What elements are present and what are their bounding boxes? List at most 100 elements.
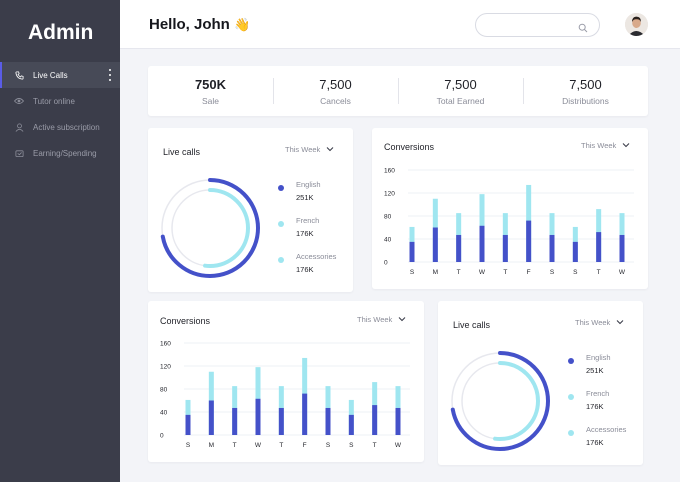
x-tick-label: S <box>550 269 555 276</box>
card-title: Conversions <box>160 316 211 326</box>
x-tick-label: S <box>326 442 331 449</box>
bar-dark <box>549 234 555 262</box>
legend-value: 251K <box>296 193 314 202</box>
sidebar-nav: Live Calls Tutor online Active subscript… <box>0 62 120 166</box>
stat-label: Distributions <box>562 95 609 106</box>
live-calls-ring <box>160 178 260 278</box>
period-dropdown[interactable]: This Week <box>575 318 624 327</box>
bar-dark <box>619 234 625 262</box>
legend-dot <box>278 221 284 227</box>
ring-segment-english <box>450 351 550 451</box>
y-tick-label: 120 <box>384 191 395 198</box>
chevron-down-icon <box>398 315 406 324</box>
wallet-icon <box>14 148 24 158</box>
y-tick-label: 80 <box>160 387 168 394</box>
chevron-down-icon <box>622 141 630 150</box>
x-tick-label: W <box>395 442 402 449</box>
sidebar-item-live-calls[interactable]: Live Calls <box>0 62 120 88</box>
avatar[interactable] <box>625 13 648 36</box>
stat-value: 750K <box>194 76 227 92</box>
x-tick-label: T <box>373 442 377 449</box>
bar-dark <box>502 234 508 262</box>
chevron-down-icon <box>616 318 624 327</box>
period-label: This Week <box>357 315 393 324</box>
search-icon <box>578 20 588 38</box>
ring-segment-french <box>460 361 540 441</box>
x-tick-label: S <box>349 442 354 449</box>
period-dropdown[interactable]: This Week <box>357 315 406 324</box>
stat-cancels: 7,500 Cancels <box>273 66 398 116</box>
top-header: Hello, John 👋 <box>120 0 680 49</box>
legend-value: 251K <box>586 366 604 375</box>
stat-value: 7,500 <box>444 76 477 92</box>
stat-distributions: 7,500 Distributions <box>523 66 648 116</box>
legend-name: Accessories <box>586 425 627 434</box>
conversions-chart: 0 40 80 120 160 S M T W T F S S T W <box>160 341 410 449</box>
y-tick-label: 0 <box>160 433 164 440</box>
ring-segment-english <box>160 178 260 278</box>
x-tick-label: W <box>255 442 262 449</box>
legend-dot <box>568 430 574 436</box>
eye-icon <box>14 96 24 106</box>
sidebar-item-label: Tutor online <box>33 96 75 106</box>
brand-title: Admin <box>28 21 94 44</box>
period-dropdown[interactable]: This Week <box>285 145 334 154</box>
stat-value: 7,500 <box>569 76 602 92</box>
x-tick-label: T <box>503 269 507 276</box>
bar-dark <box>456 234 462 262</box>
x-tick-label: T <box>457 269 461 276</box>
stat-sale: 750K Sale <box>148 66 273 116</box>
legend-dot <box>568 358 574 364</box>
stats-bar: 750K Sale 7,500 Cancels 7,500 Total Earn… <box>148 66 648 116</box>
sidebar-item-tutor-online[interactable]: Tutor online <box>0 88 120 114</box>
y-tick-label: 40 <box>160 410 168 417</box>
x-tick-label: S <box>573 269 578 276</box>
live-calls-card: Live calls This Week English 251K French… <box>148 128 353 292</box>
sidebar-item-label: Active subscription <box>33 122 100 132</box>
stat-total-earned: 7,500 Total Earned <box>398 66 523 116</box>
greeting-text: Hello, John <box>149 16 230 33</box>
bar-dark <box>479 225 485 262</box>
legend-name: English <box>296 180 321 189</box>
bar-dark <box>372 405 378 435</box>
stat-label: Total Earned <box>436 95 485 106</box>
legend-value: 176K <box>296 229 314 238</box>
legend-name: French <box>296 216 320 225</box>
bar-dark <box>208 400 214 435</box>
x-tick-label: T <box>279 442 283 449</box>
period-label: This Week <box>575 318 611 327</box>
conversions-card: Conversions This Week 0 40 80 120 160 S M T W T F S… <box>372 128 648 289</box>
legend-value: 176K <box>586 438 604 447</box>
bar-dark <box>432 227 438 262</box>
bar-dark <box>572 241 578 262</box>
legend-dot <box>568 394 574 400</box>
y-tick-label: 0 <box>384 260 388 267</box>
live-calls-ring <box>450 351 550 451</box>
bar-dark <box>325 407 331 435</box>
sidebar-item-active-subscription[interactable]: Active subscription <box>0 114 120 140</box>
legend-value: 176K <box>296 265 314 274</box>
phone-icon <box>14 70 24 80</box>
x-tick-label: S <box>410 269 415 276</box>
stat-value: 7,500 <box>319 76 352 92</box>
user-icon <box>14 122 24 132</box>
sidebar-item-earning-spending[interactable]: Earning/Spending <box>0 140 120 166</box>
x-tick-label: F <box>527 269 531 276</box>
chevron-down-icon <box>326 145 334 154</box>
legend-name: French <box>586 389 610 398</box>
y-tick-label: 120 <box>160 364 171 371</box>
bar-dark <box>409 241 415 262</box>
page-title: Hello, John 👋 <box>149 16 250 33</box>
bar-dark <box>596 232 602 262</box>
period-dropdown[interactable]: This Week <box>581 141 630 150</box>
bar-dark <box>302 393 308 435</box>
legend-value: 176K <box>586 402 604 411</box>
bar-dark <box>232 407 238 435</box>
x-tick-label: M <box>433 269 438 276</box>
stat-label: Sale <box>201 95 219 106</box>
more-icon[interactable] <box>109 69 112 81</box>
bar-dark <box>278 407 284 435</box>
search-input[interactable] <box>475 13 600 37</box>
x-tick-label: M <box>209 442 214 449</box>
y-tick-label: 40 <box>384 237 392 244</box>
